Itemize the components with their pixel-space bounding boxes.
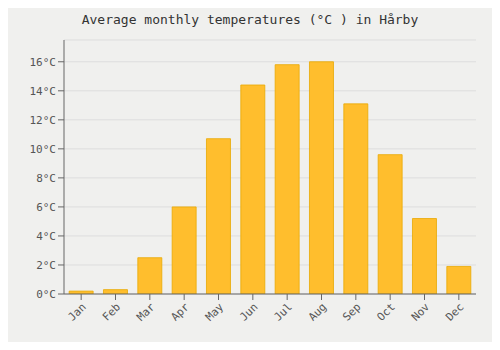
- svg-text:Jan: Jan: [66, 300, 89, 323]
- svg-text:Feb: Feb: [100, 300, 123, 323]
- svg-text:6°C: 6°C: [36, 201, 56, 214]
- svg-text:14°C: 14°C: [30, 85, 57, 98]
- svg-text:Mar: Mar: [134, 300, 158, 324]
- svg-text:0°C: 0°C: [36, 288, 56, 301]
- svg-text:Apr: Apr: [169, 300, 193, 324]
- svg-text:Oct: Oct: [375, 300, 398, 323]
- svg-text:10°C: 10°C: [30, 143, 57, 156]
- svg-text:Dec: Dec: [443, 300, 466, 323]
- svg-text:Aug: Aug: [306, 300, 329, 323]
- svg-text:Sep: Sep: [340, 300, 363, 323]
- svg-text:12°C: 12°C: [30, 114, 57, 127]
- svg-text:Jul: Jul: [272, 300, 295, 323]
- svg-text:16°C: 16°C: [30, 56, 57, 69]
- svg-text:2°C: 2°C: [36, 259, 56, 272]
- svg-text:Jun: Jun: [237, 300, 260, 323]
- html-text:Average monthly temperatures (: Average monthly temperatures (°C ) in Hå…: [81, 12, 419, 27]
- svg-text:May: May: [203, 300, 227, 324]
- svg-text:8°C: 8°C: [36, 172, 56, 185]
- svg-text:Nov: Nov: [409, 300, 433, 324]
- svg-text:4°C: 4°C: [36, 230, 56, 243]
